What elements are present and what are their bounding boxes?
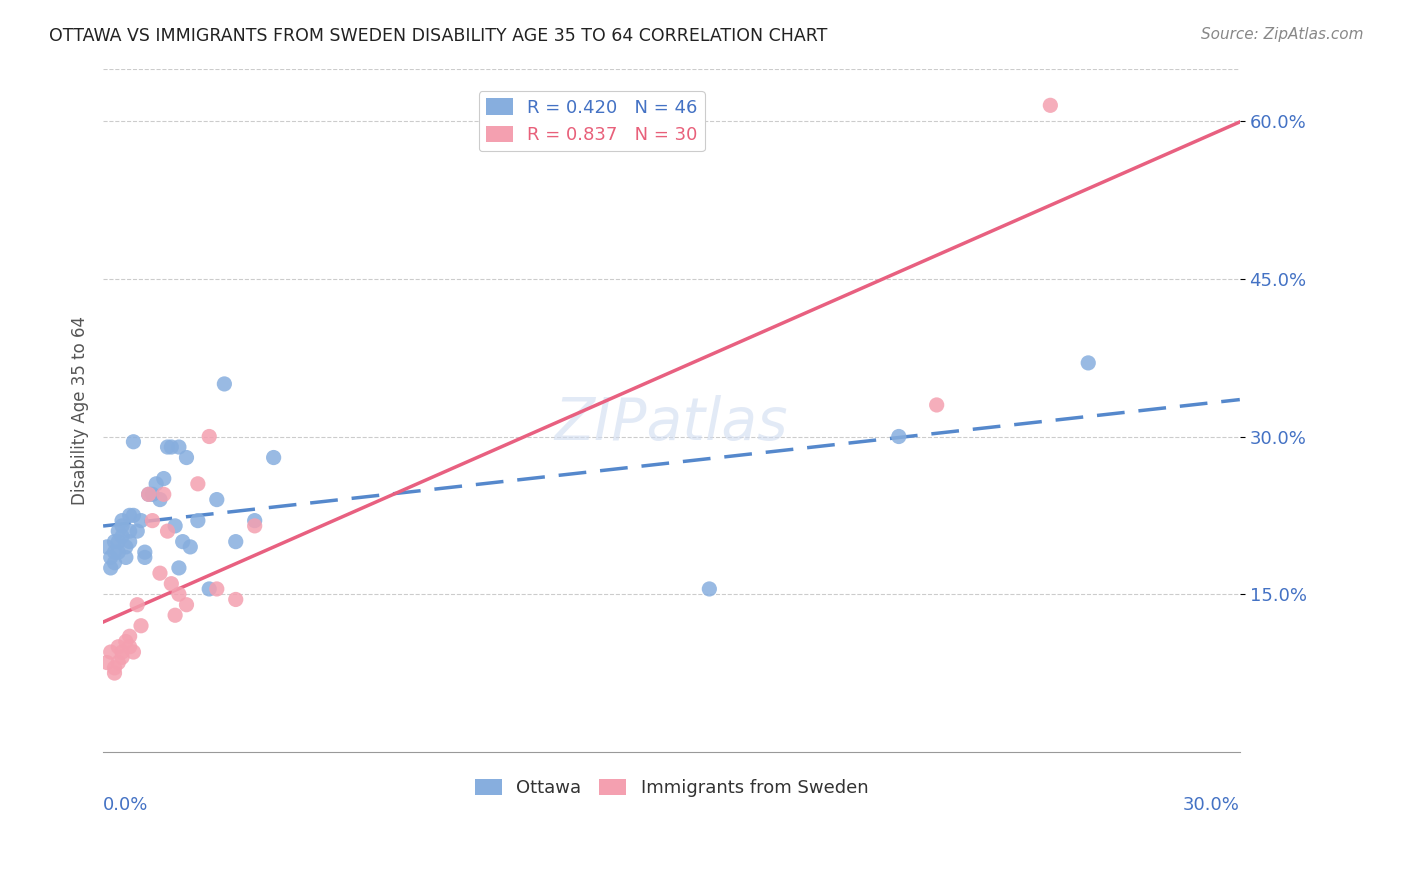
Point (103, 545, 125, 559)
Point (187, 476, 209, 491)
Point (115, 634, 138, 648)
Point (165, 608, 187, 623)
Point (118, 629, 141, 643)
Point (122, 434, 145, 449)
Point (699, 582, 721, 596)
Point (115, 550, 138, 565)
Text: 30.0%: 30.0% (1182, 797, 1240, 814)
Point (134, 550, 156, 565)
Point (160, 576, 183, 591)
Point (225, 534, 247, 549)
Point (115, 540, 138, 554)
Text: Source: ZipAtlas.com: Source: ZipAtlas.com (1201, 27, 1364, 42)
Point (205, 492, 228, 507)
Point (129, 619, 152, 633)
Point (198, 429, 221, 443)
Point (925, 398, 948, 412)
Point (107, 640, 129, 654)
Point (103, 556, 125, 570)
Point (887, 429, 910, 443)
Point (263, 450, 285, 465)
Point (111, 650, 134, 665)
Point (107, 534, 129, 549)
Point (167, 440, 190, 454)
Point (176, 598, 198, 612)
Text: OTTAWA VS IMMIGRANTS FROM SWEDEN DISABILITY AGE 35 TO 64 CORRELATION CHART: OTTAWA VS IMMIGRANTS FROM SWEDEN DISABIL… (49, 27, 828, 45)
Point (149, 566, 172, 581)
Point (243, 519, 266, 533)
Point (122, 645, 145, 659)
Point (111, 514, 134, 528)
Point (100, 561, 122, 575)
Point (149, 492, 172, 507)
Point (160, 440, 183, 454)
Point (118, 640, 141, 654)
Point (152, 487, 174, 501)
Point (107, 545, 129, 559)
Point (145, 476, 167, 491)
Point (107, 656, 129, 670)
Point (179, 540, 201, 554)
Text: ZIPatlas: ZIPatlas (555, 395, 789, 452)
Point (198, 582, 221, 596)
Point (134, 545, 156, 559)
Point (167, 587, 190, 601)
Point (103, 534, 125, 549)
Point (129, 514, 152, 528)
Point (1077, 356, 1099, 370)
Point (176, 450, 198, 465)
Point (122, 508, 145, 523)
Point (111, 645, 134, 659)
Point (138, 487, 160, 501)
Point (205, 582, 228, 596)
Legend: Ottawa, Immigrants from Sweden: Ottawa, Immigrants from Sweden (467, 772, 876, 805)
Point (100, 645, 122, 659)
Point (1039, 98, 1062, 112)
Point (118, 534, 141, 549)
Point (152, 471, 174, 485)
Point (214, 376, 236, 391)
Point (127, 524, 149, 538)
Point (103, 666, 125, 681)
Point (141, 514, 163, 528)
Point (100, 550, 122, 565)
Point (141, 487, 163, 501)
Point (127, 598, 149, 612)
Point (165, 519, 187, 533)
Point (167, 561, 190, 575)
Point (156, 524, 179, 538)
Text: 0.0%: 0.0% (103, 797, 149, 814)
Point (172, 534, 194, 549)
Point (111, 519, 134, 533)
Point (111, 529, 134, 543)
Point (118, 524, 141, 538)
Point (243, 514, 266, 528)
Point (118, 508, 141, 523)
Point (107, 524, 129, 538)
Point (103, 661, 125, 675)
Point (187, 514, 209, 528)
Point (96, 540, 118, 554)
Y-axis label: Disability Age 35 to 64: Disability Age 35 to 64 (72, 316, 89, 505)
Point (96, 656, 118, 670)
Point (156, 440, 179, 454)
Point (225, 592, 247, 607)
Point (138, 487, 160, 501)
